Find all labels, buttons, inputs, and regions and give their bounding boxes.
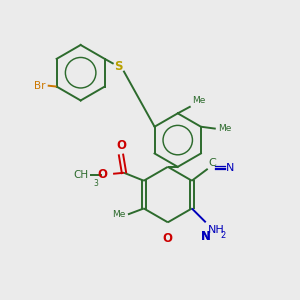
Text: 3: 3 [93,179,98,188]
Text: CH: CH [73,170,88,180]
Text: Me: Me [193,96,206,105]
Text: O: O [97,168,107,181]
Text: N: N [201,230,210,243]
Text: O: O [163,232,173,245]
Text: C: C [209,158,217,168]
Text: 2: 2 [220,231,226,240]
Text: N: N [226,163,234,173]
Text: NH: NH [208,225,224,235]
Text: Me: Me [218,124,231,133]
Text: N: N [201,230,211,243]
Text: Me: Me [112,210,126,219]
Text: S: S [114,60,123,73]
Text: Br: Br [34,81,46,91]
Text: O: O [116,139,126,152]
